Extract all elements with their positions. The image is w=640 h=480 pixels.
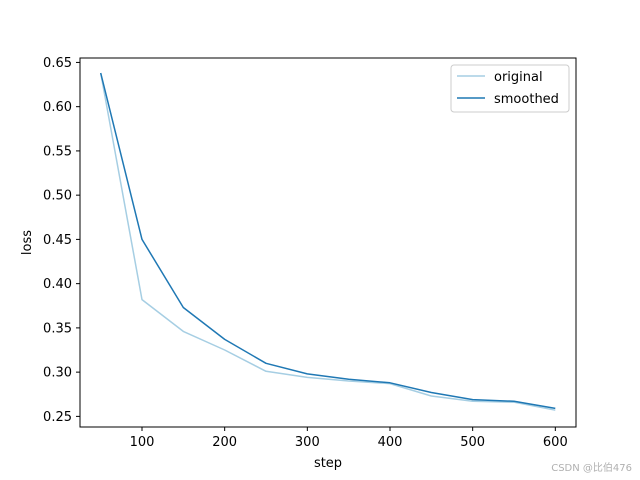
- x-axis-label: step: [314, 456, 342, 471]
- x-tick-label: 100: [130, 435, 155, 450]
- legend: original smoothed: [450, 64, 570, 113]
- y-axis-ticks: 0.25 0.30 0.35 0.40 0.45 0.50 0.55 0.60 0.65: [43, 56, 80, 425]
- series-line-smoothed: [99, 72, 556, 410]
- y-axis-label: loss: [20, 230, 35, 255]
- legend-label-smoothed: smoothed: [494, 92, 559, 107]
- y-tick-label: 0.65: [43, 56, 72, 71]
- y-tick-label: 0.30: [43, 366, 72, 381]
- plot-frame: [79, 57, 577, 428]
- x-tick-label: 200: [212, 435, 237, 450]
- plot-lines: [99, 72, 556, 411]
- watermark-text: CSDN @比伯476: [551, 463, 632, 474]
- y-tick-label: 0.55: [43, 144, 72, 159]
- x-tick-label: 600: [543, 435, 568, 450]
- series-line-original: [99, 72, 556, 411]
- y-tick-label: 0.40: [43, 277, 72, 292]
- x-axis-ticks: 100 200 300 400 500 600: [130, 427, 568, 450]
- y-tick-label: 0.60: [43, 100, 72, 115]
- y-tick-label: 0.35: [43, 321, 72, 336]
- x-tick-label: 400: [378, 435, 403, 450]
- y-tick-label: 0.50: [43, 189, 72, 204]
- x-tick-label: 500: [460, 435, 485, 450]
- y-tick-label: 0.25: [43, 410, 72, 425]
- y-tick-label: 0.45: [43, 233, 72, 248]
- legend-label-original: original: [494, 70, 543, 85]
- x-tick-label: 300: [295, 435, 320, 450]
